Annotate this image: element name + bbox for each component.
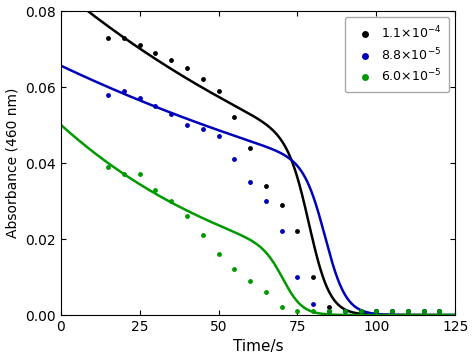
Legend: 1.1$\times$10$^{-4}$, 8.8$\times$10$^{-5}$, 6.0$\times$10$^{-5}$: 1.1$\times$10$^{-4}$, 8.8$\times$10$^{-5… (345, 17, 449, 92)
Y-axis label: Absorbance (460 nm): Absorbance (460 nm) (6, 88, 19, 238)
X-axis label: Time/s: Time/s (233, 339, 283, 355)
